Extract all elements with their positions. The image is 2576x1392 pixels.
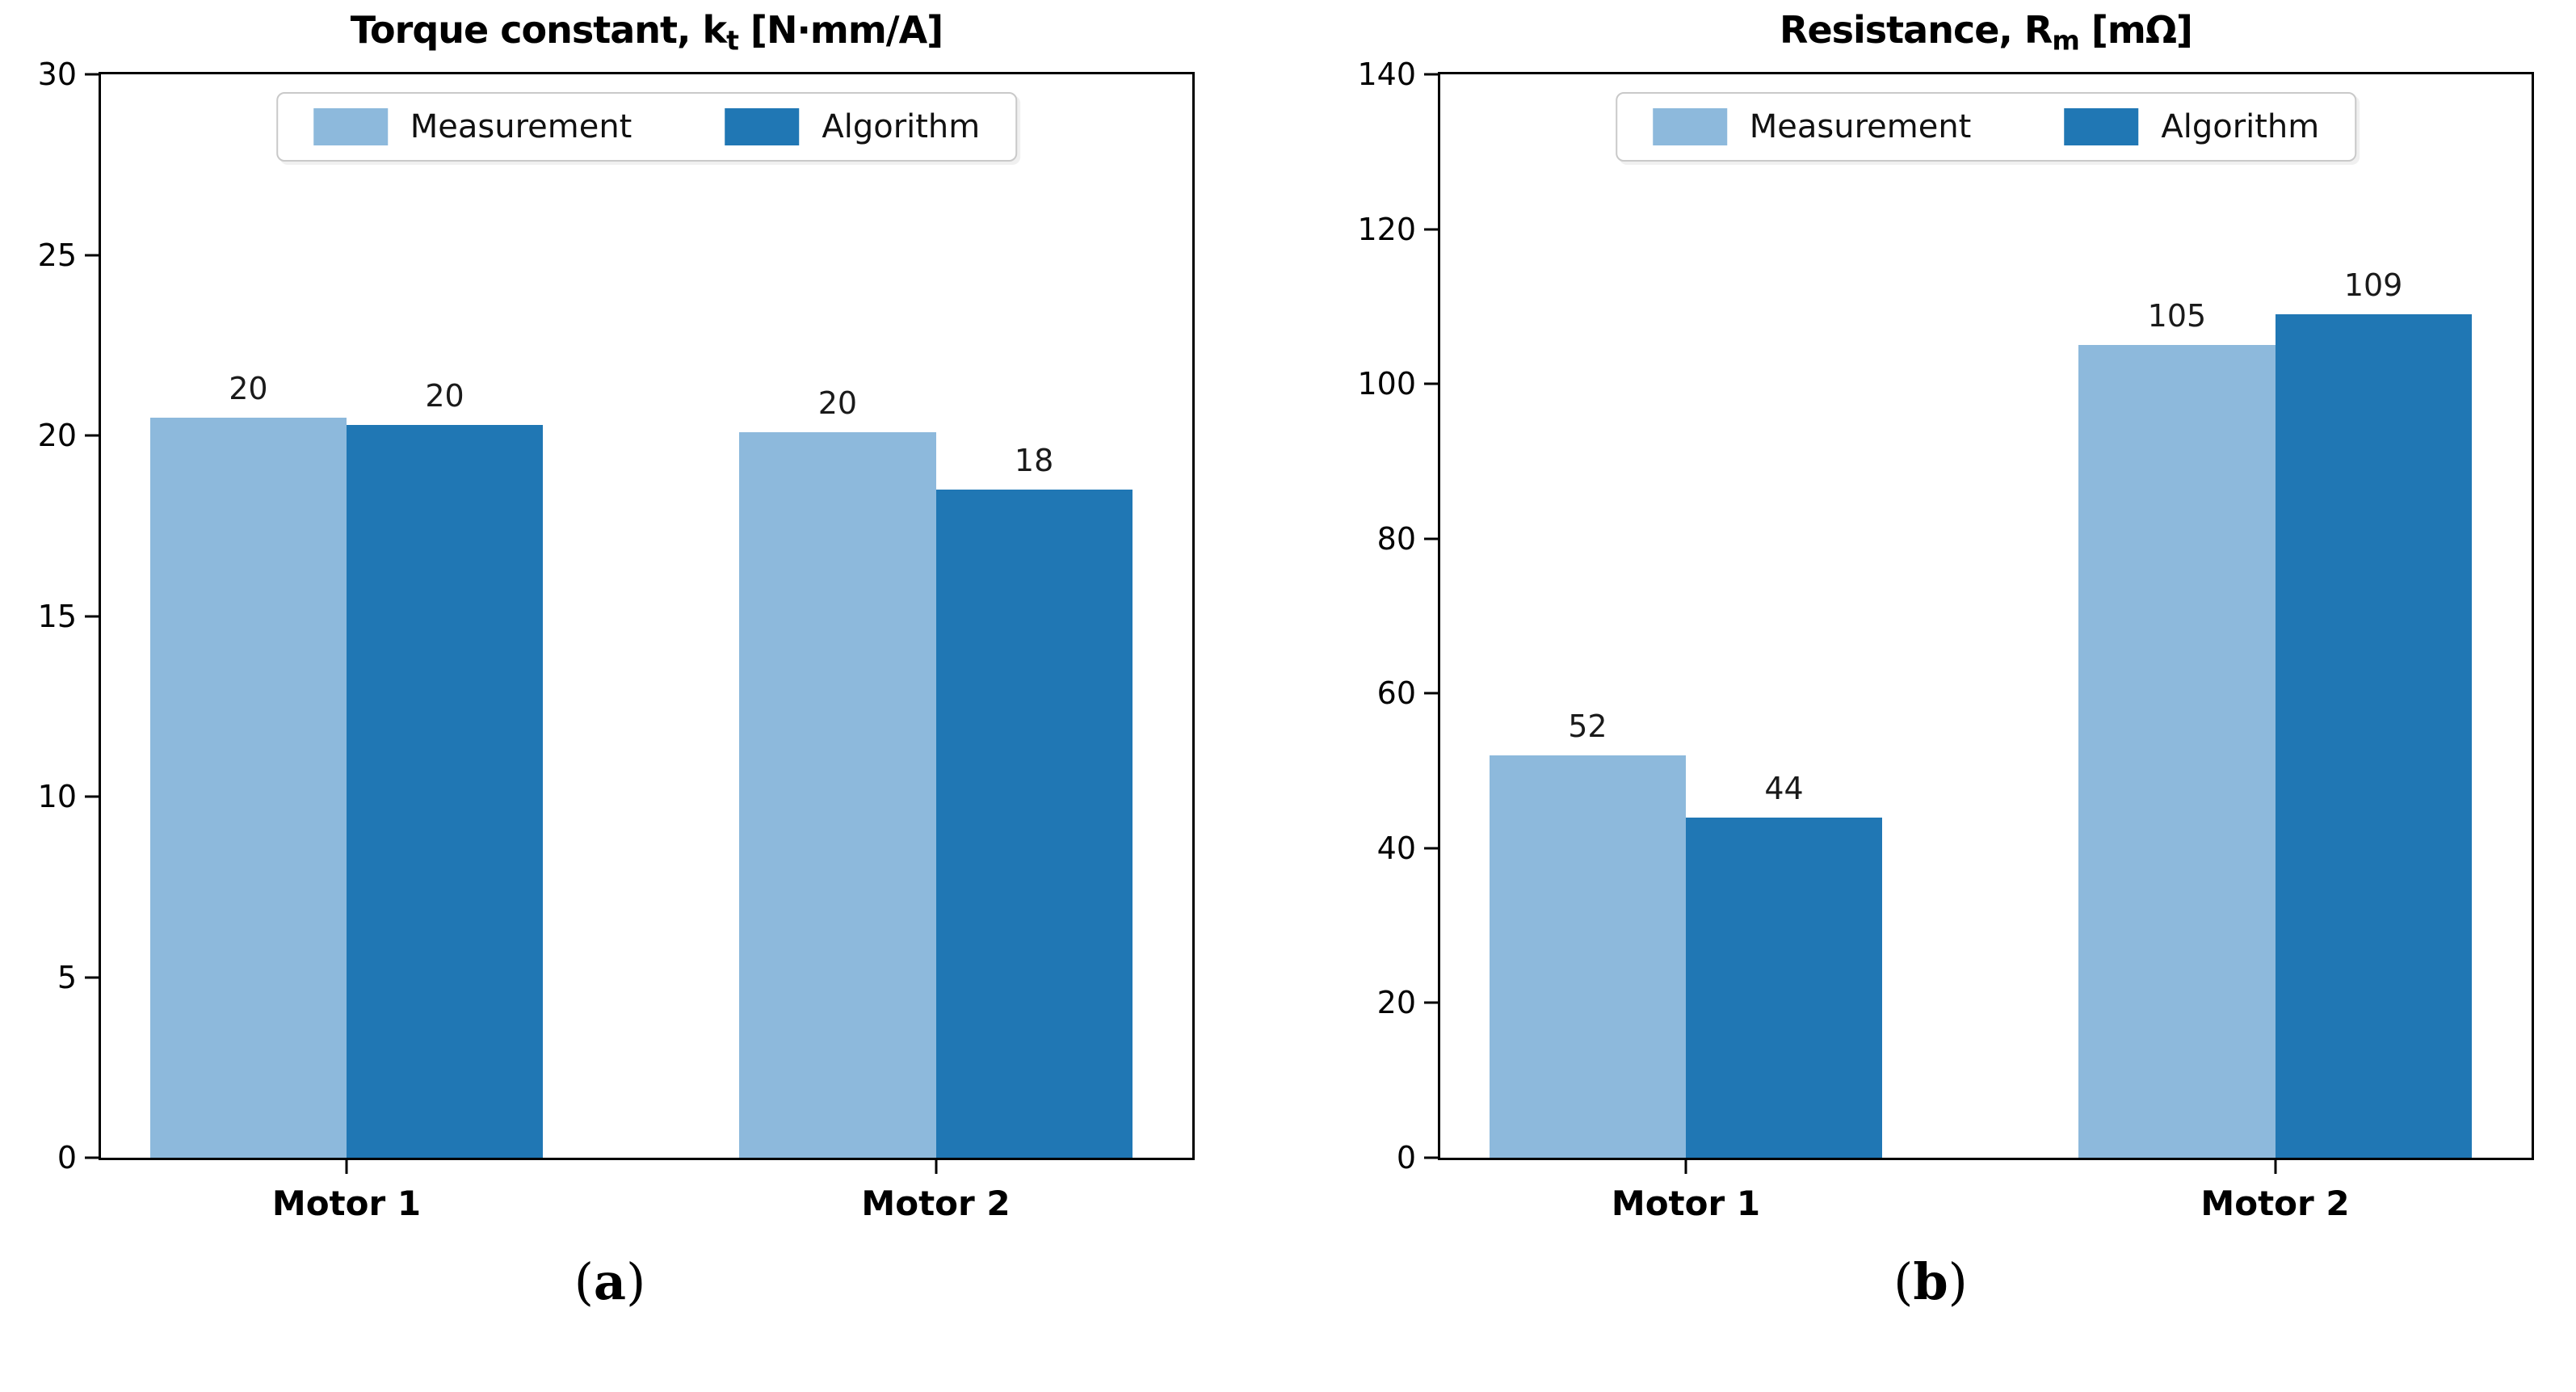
caption-open-paren: (: [574, 1252, 594, 1311]
subfigure-caption-b: ()b): [1341, 1252, 2520, 1311]
bar-value-label: 109: [2343, 267, 2403, 303]
legend-swatch-measurement: [313, 108, 388, 145]
plot-area-resistance: Measurement Algorithm 0 20 40 60 80 100 120 140 5…: [1357, 57, 2534, 1223]
y-tick-mark: [1424, 537, 1438, 540]
caption-letter: b: [1913, 1252, 1948, 1311]
bar-value-label: 20: [425, 377, 464, 414]
chart-title-torque: Torque constant, kt [N·mm/A]: [99, 8, 1195, 56]
bar-algorithm-motor-2: [2275, 313, 2472, 1158]
legend: Measurement Algorithm: [1615, 92, 2357, 162]
title-text: Torque constant, k: [350, 8, 727, 52]
bar-measurement-motor-1: [1489, 755, 1686, 1158]
y-tick-mark: [85, 976, 99, 978]
y-tick-label: 15: [37, 598, 77, 634]
caption-open-paren: (: [1893, 1252, 1914, 1311]
y-tick-mark: [1424, 228, 1438, 231]
y-tick-mark: [85, 795, 99, 798]
bar-measurement-motor-1: [149, 417, 347, 1158]
x-tick-mark: [1684, 1160, 1687, 1174]
y-tick-mark: [1424, 73, 1438, 76]
y-tick-label: 20: [1376, 985, 1416, 1021]
title-subscript: t: [726, 24, 739, 57]
legend-swatch-measurement: [1652, 108, 1727, 145]
y-tick-label: 80: [1376, 520, 1416, 557]
y-tick-mark: [85, 254, 99, 256]
y-tick-mark: [85, 73, 99, 76]
y-tick-label: 0: [1396, 1140, 1416, 1175]
y-tick-label: 5: [57, 959, 77, 995]
legend-item-algorithm: Algorithm: [725, 108, 980, 145]
bar-value-label: 52: [1568, 708, 1607, 744]
legend-swatch-algorithm: [2064, 108, 2139, 145]
y-tick-mark: [1424, 1156, 1438, 1159]
x-tick-mark: [935, 1160, 937, 1174]
subfigure-caption-a: (a): [24, 1252, 1196, 1311]
y-tick-mark: [85, 434, 99, 437]
y-tick-mark: [1424, 1001, 1438, 1004]
caption-letter: a: [593, 1252, 627, 1311]
bar-value-label: 20: [817, 385, 858, 421]
bar-measurement-motor-2: [739, 431, 936, 1158]
title-units: [N·mm/A]: [738, 8, 943, 52]
y-tick-mark: [1424, 692, 1438, 695]
title-text: Resistance, R: [1780, 8, 2053, 52]
y-tick-label: 120: [1357, 211, 1416, 247]
legend-label: Algorithm: [2161, 108, 2320, 145]
y-tick-label: 20: [37, 418, 77, 453]
plot-area-torque: Measurement Algorithm 0 5 10 15 20 25 30 20 20 20 1…: [38, 57, 1195, 1223]
y-tick-mark: [1424, 847, 1438, 850]
legend-item-algorithm: Algorithm: [2064, 108, 2319, 145]
legend-swatch-algorithm: [725, 108, 800, 145]
y-tick-label: 10: [37, 779, 77, 814]
y-tick-label: 0: [57, 1140, 77, 1175]
y-tick-label: 100: [1357, 366, 1416, 402]
legend-item-measurement: Measurement: [1652, 108, 1972, 145]
x-tick-label-motor-2: Motor 2: [861, 1184, 1011, 1223]
bar-value-label: 20: [229, 370, 268, 406]
title-subscript: m: [2052, 24, 2079, 57]
y-tick-label: 60: [1376, 675, 1416, 712]
bar-value-label: 18: [1014, 443, 1054, 479]
x-tick-label-motor-1: Motor 1: [271, 1184, 422, 1223]
bar-value-label: 44: [1764, 770, 1804, 806]
y-tick-label: 30: [37, 57, 77, 92]
legend-label: Measurement: [410, 108, 632, 145]
y-tick-label: 140: [1357, 57, 1416, 92]
legend-item-measurement: Measurement: [313, 108, 632, 145]
bar-algorithm-motor-2: [935, 490, 1133, 1158]
legend: Measurement Algorithm: [275, 92, 1018, 162]
title-units: [mΩ]: [2078, 8, 2193, 52]
x-tick-label-motor-2: Motor 2: [2200, 1184, 2350, 1223]
y-tick-mark: [85, 615, 99, 617]
bar-algorithm-motor-1: [1685, 817, 1883, 1158]
legend-label: Algorithm: [822, 108, 981, 145]
x-tick-mark: [345, 1160, 348, 1174]
bar-algorithm-motor-1: [346, 424, 544, 1158]
x-tick-mark: [2274, 1160, 2276, 1174]
y-tick-label: 25: [37, 237, 77, 273]
y-tick-mark: [1424, 382, 1438, 385]
chart-title-resistance: Resistance, Rm [mΩ]: [1438, 8, 2534, 56]
bar-measurement-motor-2: [2078, 345, 2276, 1158]
caption-close-paren: ): [626, 1252, 646, 1311]
legend-label: Measurement: [1749, 108, 1972, 145]
bar-value-label: 105: [2147, 298, 2207, 334]
x-tick-label-motor-1: Motor 1: [1611, 1184, 1761, 1223]
y-tick-label: 40: [1376, 830, 1416, 866]
caption-close-paren: ): [1948, 1252, 1968, 1311]
y-tick-mark: [85, 1156, 99, 1159]
